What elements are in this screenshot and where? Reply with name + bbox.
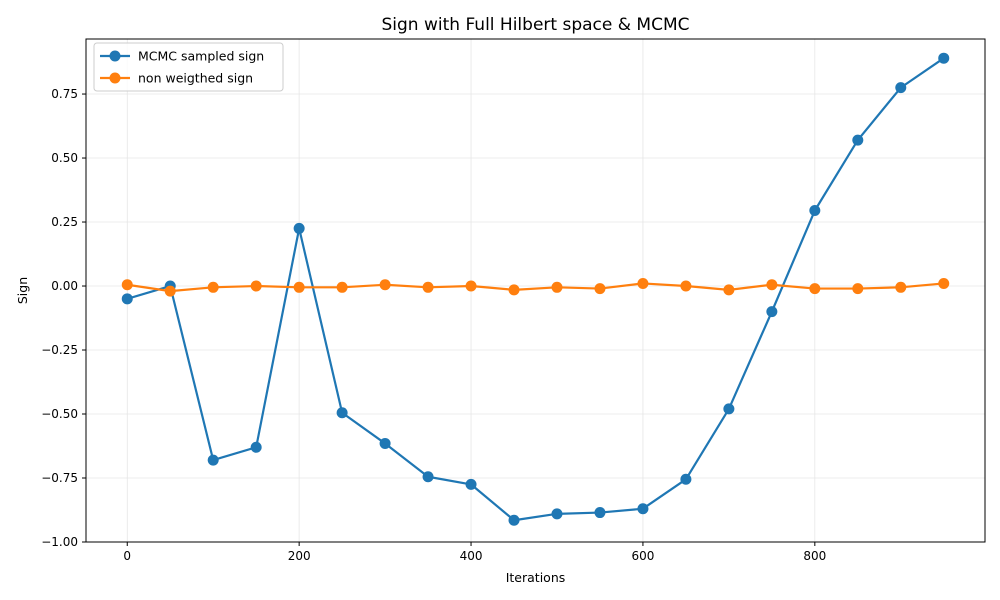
data-point bbox=[766, 279, 778, 291]
data-point bbox=[250, 441, 262, 453]
y-tick-label: −1.00 bbox=[41, 535, 78, 549]
data-point bbox=[852, 134, 864, 146]
x-tick-label: 800 bbox=[803, 549, 826, 563]
data-point bbox=[465, 280, 477, 292]
data-point bbox=[723, 284, 735, 296]
data-point bbox=[336, 407, 348, 419]
data-point bbox=[207, 454, 219, 466]
data-point bbox=[121, 293, 133, 305]
y-tick-label: 0.75 bbox=[51, 87, 78, 101]
y-tick-label: 0.50 bbox=[51, 151, 78, 165]
plot-frame bbox=[85, 38, 986, 543]
data-point bbox=[637, 277, 649, 289]
data-point bbox=[379, 279, 391, 291]
data-point bbox=[551, 508, 563, 520]
data-point bbox=[766, 306, 778, 318]
y-tick-label: −0.75 bbox=[41, 471, 78, 485]
data-point bbox=[895, 281, 907, 293]
data-point bbox=[594, 507, 606, 519]
chart-title: Sign with Full Hilbert space & MCMC bbox=[382, 15, 690, 35]
series-layer bbox=[121, 52, 950, 526]
legend-box bbox=[93, 42, 284, 92]
y-axis-label: Sign bbox=[15, 277, 30, 304]
data-point bbox=[293, 281, 305, 293]
data-point bbox=[465, 478, 477, 490]
legend: MCMC sampled sign non weigthed sign bbox=[93, 42, 284, 92]
y-tick-label: 0.00 bbox=[51, 279, 78, 293]
series-mcmc-sampled-sign bbox=[121, 52, 950, 526]
x-axis-label: Iterations bbox=[506, 570, 566, 585]
data-point bbox=[422, 281, 434, 293]
data-point bbox=[723, 403, 735, 415]
series-non-weighted-sign bbox=[121, 277, 950, 297]
data-point bbox=[336, 281, 348, 293]
data-point bbox=[637, 503, 649, 515]
data-point bbox=[551, 281, 563, 293]
x-tick-label: 400 bbox=[460, 549, 483, 563]
data-point bbox=[938, 277, 950, 289]
data-point bbox=[680, 473, 692, 485]
data-point bbox=[508, 284, 520, 296]
data-point bbox=[938, 52, 950, 64]
x-tick-label: 600 bbox=[631, 549, 654, 563]
legend-label-mcmc: MCMC sampled sign bbox=[138, 49, 264, 64]
x-tick-label: 0 bbox=[123, 549, 131, 563]
data-point bbox=[508, 514, 520, 526]
data-point bbox=[594, 283, 606, 295]
y-tick-label: −0.50 bbox=[41, 407, 78, 421]
data-point bbox=[422, 471, 434, 483]
data-point bbox=[293, 222, 305, 234]
series-line bbox=[127, 282, 944, 293]
y-tick-label: 0.25 bbox=[51, 215, 78, 229]
x-tick-label: 200 bbox=[288, 549, 311, 563]
legend-label-nonweighted: non weigthed sign bbox=[138, 71, 253, 86]
data-point bbox=[164, 285, 176, 297]
axis-ticks: 0 200 400 600 800 −1.00 −0.75 −0.50 −0.25 0.00 0.2… bbox=[41, 87, 826, 563]
data-point bbox=[250, 280, 262, 292]
data-point bbox=[895, 82, 907, 94]
data-point bbox=[379, 437, 391, 449]
y-tick-label: −0.25 bbox=[41, 343, 78, 357]
data-point bbox=[207, 281, 219, 293]
data-point bbox=[121, 279, 133, 291]
data-point bbox=[809, 283, 821, 295]
series-line bbox=[126, 57, 945, 522]
data-point bbox=[852, 283, 864, 295]
legend-swatch-nonweighted-marker bbox=[109, 72, 121, 84]
legend-swatch-mcmc-marker bbox=[109, 50, 121, 62]
data-point bbox=[680, 280, 692, 292]
data-point bbox=[809, 205, 821, 217]
